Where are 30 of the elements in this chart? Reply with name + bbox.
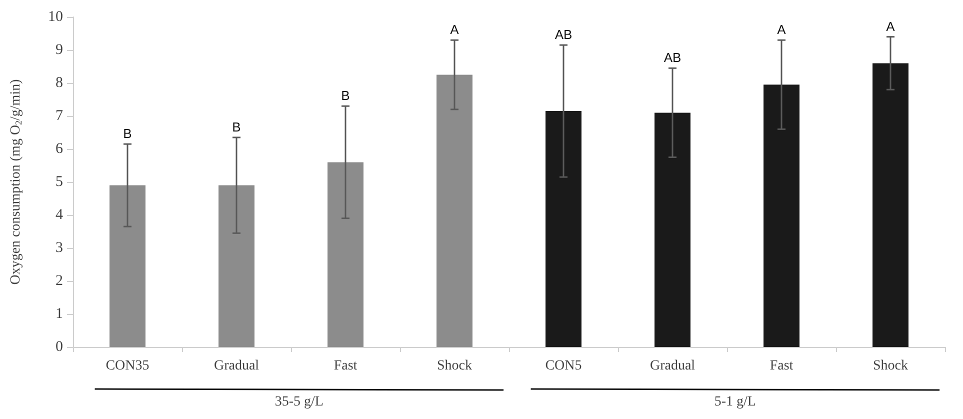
y-tick-label: 9 [56, 42, 63, 58]
y-axis-title: Oxygen consumption (mg O2/g/min) [8, 78, 24, 285]
y-tick-label: 3 [56, 240, 63, 256]
x-tick-label: Fast [334, 358, 358, 374]
annotation: A [886, 18, 896, 34]
text: 35-5 g/L [274, 394, 324, 410]
x-tick-label: CON35 [106, 358, 150, 374]
y-tick-label: 5 [56, 174, 63, 190]
annotation: B [123, 126, 132, 142]
y-tick-label: 10 [48, 9, 63, 25]
text: 5-1 g/L [714, 394, 756, 410]
annotation: B [232, 119, 241, 134]
x-tick-label: Shock [873, 358, 908, 374]
annotation: A [450, 22, 460, 38]
y-tick-label: 2 [56, 273, 63, 289]
y-tick-label: 6 [56, 141, 64, 157]
x-tick-label: Shock [437, 358, 472, 374]
x-tick-label: CON5 [545, 358, 582, 374]
y-tick-label: 8 [56, 75, 63, 91]
y-tick-label: 1 [56, 306, 63, 322]
y-tick-label: 0 [56, 339, 63, 355]
annotation: AB [554, 27, 572, 42]
x-tick-label: Gradual [650, 358, 696, 374]
y-tick-label: 4 [56, 207, 64, 223]
x-tick-label: Gradual [214, 358, 260, 374]
annotation: A [777, 22, 786, 38]
annotation: AB [664, 50, 682, 66]
y-tick-label: 7 [56, 108, 64, 124]
annotation: B [341, 88, 350, 104]
x-tick-label: Fast [770, 358, 794, 374]
